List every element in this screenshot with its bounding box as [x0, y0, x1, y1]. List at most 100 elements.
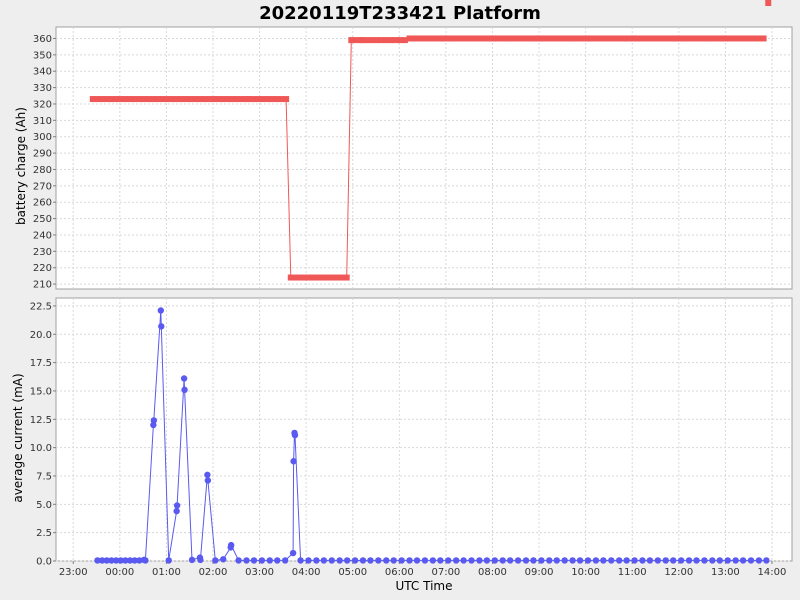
battery-point [89, 96, 96, 103]
battery-point [741, 35, 748, 42]
battery-point [178, 96, 185, 103]
battery-point [383, 37, 390, 44]
battery-plot-area [55, 26, 793, 290]
current-y-axis-label: average current (mA) [11, 373, 25, 502]
battery-point [229, 96, 236, 103]
current-point [561, 557, 568, 564]
current-point [670, 557, 677, 564]
battery-point [527, 35, 534, 42]
battery-point [397, 37, 404, 44]
y-tick-label: 350 [33, 50, 52, 61]
current-point [600, 557, 607, 564]
battery-point [369, 37, 376, 44]
current-point [530, 557, 537, 564]
y-tick-label: 260 [33, 198, 52, 209]
battery-point [583, 35, 590, 42]
battery-point [532, 35, 539, 42]
battery-point [192, 96, 199, 103]
battery-point [597, 35, 604, 42]
battery-point [334, 274, 341, 281]
y-tick-label: 17.5 [30, 358, 52, 369]
current-point [158, 323, 165, 330]
current-point [732, 557, 739, 564]
current-point [747, 557, 755, 564]
current-point [437, 557, 444, 564]
battery-point [471, 35, 478, 42]
y-tick-label: 330 [33, 83, 52, 94]
current-point [701, 557, 708, 564]
current-point [227, 541, 235, 549]
current-point [677, 557, 685, 564]
current-point [117, 557, 124, 564]
current-point [491, 557, 499, 564]
current-point [204, 477, 212, 484]
battery-series [89, 0, 772, 281]
battery-point [94, 96, 101, 103]
battery-point [462, 35, 469, 42]
battery-point [329, 274, 336, 281]
battery-point [259, 96, 266, 103]
current-point [584, 557, 592, 564]
current-point [188, 556, 196, 564]
battery-point [155, 96, 162, 103]
battery-point [574, 35, 581, 42]
current-point [445, 557, 452, 564]
battery-point [490, 35, 497, 42]
battery-point [634, 35, 641, 42]
battery-point [555, 35, 562, 42]
y-tick-label: 20.0 [30, 330, 52, 341]
battery-point [113, 96, 120, 103]
current-point [157, 307, 165, 314]
y-tick-label: 240 [33, 230, 52, 241]
current-point [709, 557, 716, 564]
battery-point [723, 35, 730, 42]
battery-point [425, 35, 432, 42]
current-point [755, 557, 763, 564]
battery-point [746, 35, 753, 42]
battery-point [569, 35, 576, 42]
battery-point [108, 96, 115, 103]
current-point [165, 557, 172, 564]
x-tick-label: 14:00 [758, 567, 787, 578]
battery-point [606, 35, 613, 42]
battery-point [325, 274, 332, 281]
battery-point [278, 96, 285, 103]
current-point [506, 557, 514, 564]
current-point [235, 557, 242, 564]
current-point [390, 557, 397, 564]
battery-point [406, 35, 413, 42]
battery-point [481, 35, 488, 42]
battery-point [485, 35, 492, 42]
battery-point [434, 35, 441, 42]
current-point [181, 386, 188, 394]
current-point [291, 431, 299, 439]
battery-point [103, 96, 110, 103]
y-tick-label: 220 [33, 263, 52, 274]
current-point [615, 557, 623, 564]
battery-point [411, 35, 418, 42]
y-tick-label: 300 [33, 132, 52, 143]
battery-point [238, 96, 245, 103]
battery-point [564, 35, 571, 42]
battery-y-ticks: 210 220 230 240 250 260 270 280 290 300 310 320 330 3… [33, 34, 56, 291]
current-point [136, 557, 143, 564]
battery-point [448, 35, 455, 42]
battery-point [546, 35, 553, 42]
current-point [429, 557, 437, 564]
battery-point [164, 96, 171, 103]
battery-point [420, 35, 427, 42]
current-point [468, 557, 475, 564]
battery-point [234, 96, 241, 103]
current-point [631, 557, 638, 564]
x-tick-label: 07:00 [431, 567, 460, 578]
x-tick-label: 11:00 [618, 567, 647, 578]
battery-point [439, 35, 446, 42]
current-point [476, 557, 483, 564]
current-point [343, 557, 351, 564]
y-tick-label: 250 [33, 214, 52, 225]
current-point [576, 557, 584, 564]
current-point [258, 557, 266, 564]
current-point [243, 557, 250, 564]
battery-point [206, 96, 213, 103]
battery-point [364, 37, 371, 44]
